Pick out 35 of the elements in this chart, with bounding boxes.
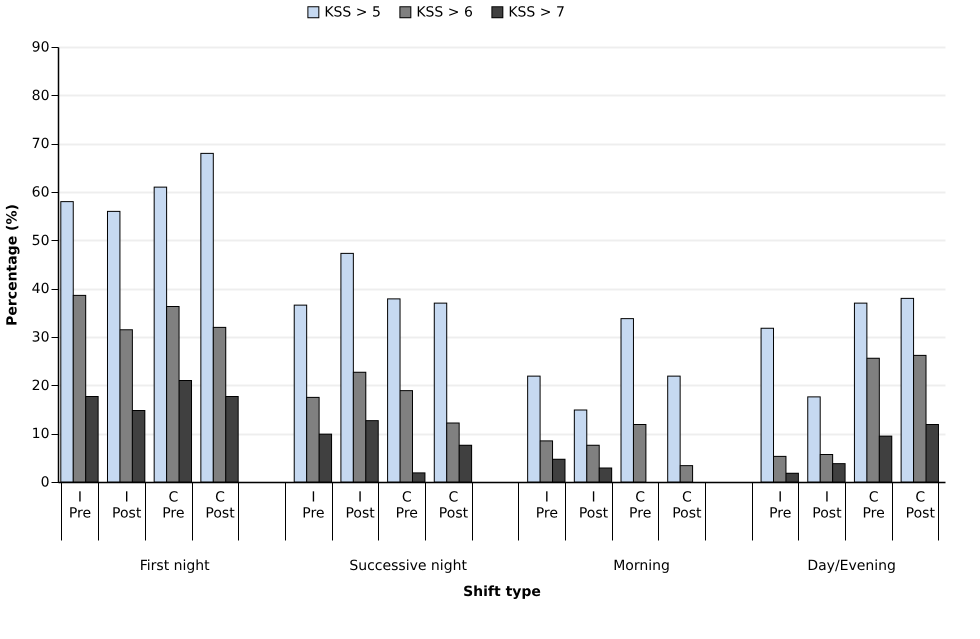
legend-label: KSS > 6: [416, 4, 473, 20]
x-tick-label: I Pre: [68, 490, 92, 522]
x-tick-label: C Post: [672, 490, 702, 522]
y-tick-label: 80: [32, 88, 50, 104]
y-tick-label: 10: [32, 426, 50, 442]
legend-label: KSS > 7: [508, 4, 565, 20]
y-tick-label: 40: [32, 281, 50, 298]
x-tick-label: I Pre: [302, 490, 325, 522]
text: Morning: [613, 558, 670, 574]
y-tick-label: 30: [32, 330, 50, 346]
x-tick-label: C Pre: [396, 490, 418, 522]
x-tick-label: I Pre: [769, 490, 792, 522]
x-tick-label: I Post: [578, 490, 609, 522]
x-tick-label: I Pre: [536, 490, 558, 522]
x-tick-label: I Post: [812, 490, 842, 522]
text: Day/Evening: [807, 558, 896, 574]
y-tick-label: 70: [32, 136, 50, 152]
x-tick-label: I Post: [112, 490, 142, 522]
text: First night: [140, 558, 210, 574]
y-axis-title: Percentage (%): [4, 204, 21, 326]
x-tick-label: C Pre: [162, 490, 184, 522]
x-tick-label: C Pre: [862, 490, 885, 522]
y-tick-label: 60: [32, 184, 50, 200]
x-tick-label: C Pre: [629, 490, 652, 522]
legend-label: KSS > 5: [324, 4, 381, 20]
y-tick-label: 20: [32, 378, 50, 394]
y-tick-label: 50: [32, 232, 50, 249]
x-tick-label: I Post: [345, 490, 376, 522]
y-tick-label: 0: [40, 474, 50, 490]
x-axis-title: Shift type: [463, 584, 541, 600]
text: Successive night: [349, 558, 468, 574]
x-tick-label: C Post: [205, 490, 236, 522]
y-tick-label: 90: [32, 40, 50, 56]
x-tick-label: C Post: [438, 490, 469, 522]
x-tick-label: C Post: [906, 490, 936, 522]
